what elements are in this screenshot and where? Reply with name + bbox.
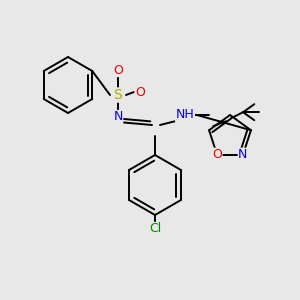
Text: N: N — [238, 148, 248, 161]
Text: N: N — [113, 110, 123, 124]
Text: S: S — [114, 88, 122, 102]
Text: Cl: Cl — [149, 223, 161, 236]
Text: O: O — [212, 148, 222, 161]
Text: NH: NH — [176, 109, 194, 122]
Text: O: O — [135, 85, 145, 98]
Text: O: O — [113, 64, 123, 76]
